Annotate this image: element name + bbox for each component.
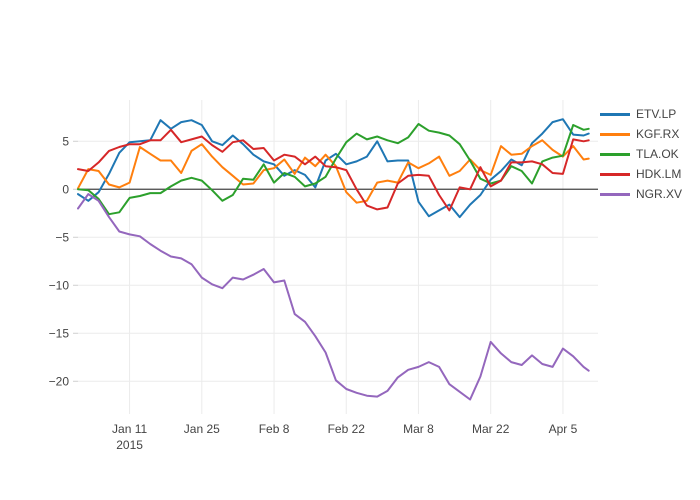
x-tick-label: Feb 22 — [328, 422, 366, 436]
x-tick-label: Feb 8 — [259, 422, 290, 436]
legend-swatch-TLA.OK — [600, 152, 630, 156]
series-line-NGR.XV — [77, 193, 590, 401]
y-tick-label: −10 — [49, 278, 70, 292]
legend-label: ETV.LP — [636, 107, 677, 121]
series-line-ETV.LP — [77, 118, 590, 219]
legend-label: NGR.XV — [636, 187, 683, 201]
x-tick-label: Jan 25 — [184, 422, 220, 436]
y-tick-label: −5 — [55, 230, 69, 244]
x-tick-label: Mar 8 — [403, 422, 434, 436]
y-tick-label: −15 — [49, 326, 70, 340]
legend-label: KGF.RX — [636, 127, 680, 141]
legend-item-NGR.XV[interactable]: NGR.XV — [600, 184, 682, 204]
legend-swatch-HDK.LM — [600, 172, 630, 176]
legend-item-TLA.OK[interactable]: TLA.OK — [600, 144, 682, 164]
legend-swatch-ETV.LP — [600, 112, 630, 116]
x-axis-tick-labels: Jan 11 2015 Jan 25 Feb 8 Feb 22 Mar 8 Mar 22 Ap… — [112, 422, 578, 452]
legend-label: TLA.OK — [636, 147, 679, 161]
series-line-TLA.OK — [77, 123, 590, 216]
y-tick-label: 0 — [62, 182, 69, 196]
legend-swatch-KGF.RX — [600, 132, 630, 136]
x-tick-label: Jan 11 — [112, 422, 147, 436]
data-series — [77, 118, 590, 401]
legend-item-KGF.RX[interactable]: KGF.RX — [600, 124, 682, 144]
legend-item-ETV.LP[interactable]: ETV.LP — [600, 104, 682, 124]
y-tick-label: 5 — [62, 134, 69, 148]
gridlines — [73, 100, 598, 414]
y-tick-label: −20 — [49, 374, 70, 388]
x-tick-label: Mar 22 — [472, 422, 510, 436]
legend-swatch-NGR.XV — [600, 192, 630, 196]
y-axis-tick-labels: 5 0 −5 −10 −15 −20 — [49, 134, 70, 388]
legend: ETV.LP KGF.RX TLA.OK HDK.LM NGR.XV — [600, 104, 682, 204]
legend-item-HDK.LM[interactable]: HDK.LM — [600, 164, 682, 184]
legend-label: HDK.LM — [636, 167, 682, 181]
series-line-HDK.LM — [77, 128, 590, 212]
x-tick-label: Apr 5 — [549, 422, 578, 436]
x-tick-year-label: 2015 — [116, 438, 143, 452]
